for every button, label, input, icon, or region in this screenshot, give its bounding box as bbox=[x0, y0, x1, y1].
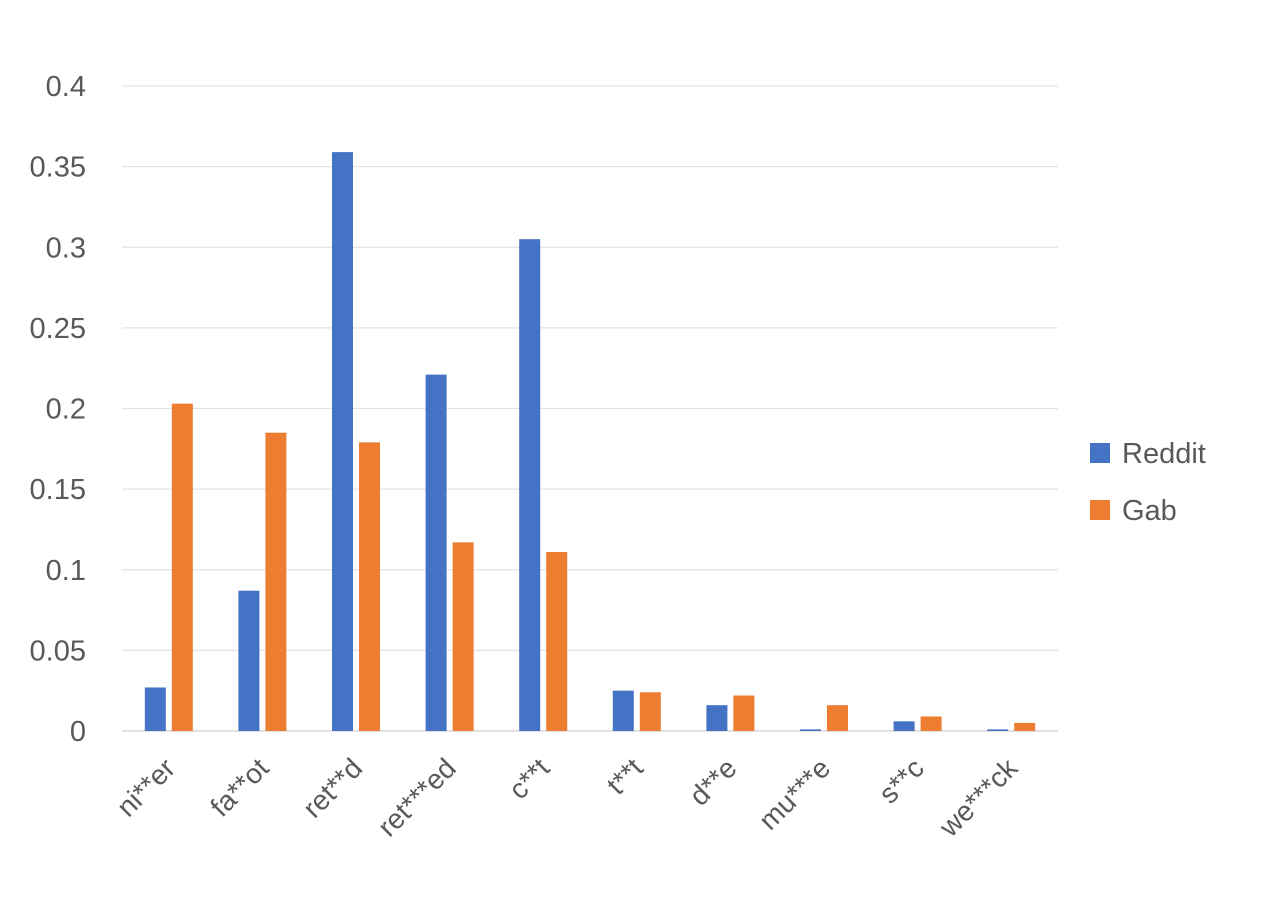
y-tick-label: 0.05 bbox=[30, 635, 86, 667]
y-tick-label: 0.3 bbox=[46, 232, 86, 264]
x-tick-label: s**c bbox=[873, 752, 930, 809]
bar-gab bbox=[733, 695, 755, 731]
bar-reddit bbox=[519, 239, 541, 731]
legend-swatch-gab bbox=[1090, 500, 1110, 520]
y-tick-label: 0.15 bbox=[30, 474, 86, 506]
bar-gab bbox=[827, 705, 848, 731]
bars bbox=[144, 152, 1036, 732]
y-tick-label: 0 bbox=[70, 716, 86, 748]
x-tick-label: ni**er bbox=[111, 752, 181, 822]
legend-label: Reddit bbox=[1122, 438, 1206, 470]
bar-reddit bbox=[238, 590, 260, 731]
x-tick-label: d**e bbox=[683, 752, 742, 811]
bar-reddit bbox=[893, 721, 915, 731]
x-tick-label: c**t bbox=[503, 752, 556, 805]
x-tick-label: mu***e bbox=[753, 752, 837, 836]
gridlines bbox=[122, 85, 1058, 732]
legend: Reddit Gab bbox=[1090, 438, 1206, 527]
bar-gab bbox=[359, 442, 380, 731]
bar-gab bbox=[546, 552, 568, 731]
bar-reddit bbox=[987, 729, 1009, 731]
bar-reddit bbox=[332, 152, 353, 732]
y-tick-label: 0.4 bbox=[46, 71, 86, 103]
bar-reddit bbox=[800, 729, 821, 731]
bar-gab bbox=[1014, 722, 1036, 731]
bar-reddit bbox=[612, 690, 634, 731]
bar-reddit bbox=[706, 705, 728, 731]
bar-gab bbox=[452, 542, 474, 731]
x-axis-ticks: ni**er fa**ot ret**d ret***ed c**t t**t d**e mu… bbox=[111, 752, 1024, 844]
bar-reddit bbox=[144, 687, 166, 731]
bar-gab bbox=[920, 716, 942, 731]
x-tick-label: fa**ot bbox=[204, 752, 275, 823]
bar-gab bbox=[171, 403, 193, 731]
legend-swatch-reddit bbox=[1090, 443, 1110, 463]
y-tick-label: 0.25 bbox=[30, 313, 86, 345]
y-tick-label: 0.1 bbox=[46, 555, 86, 587]
y-axis-ticks: 0 0.05 0.1 0.15 0.2 0.25 0.3 0.35 0.4 bbox=[30, 71, 86, 748]
x-tick-label: ret**d bbox=[297, 752, 368, 823]
x-tick-label: ret***ed bbox=[372, 752, 462, 842]
y-tick-label: 0.35 bbox=[30, 152, 86, 184]
bar-gab bbox=[265, 432, 287, 731]
legend-label: Gab bbox=[1122, 495, 1177, 527]
x-tick-label: we***ck bbox=[933, 752, 1025, 844]
y-tick-label: 0.2 bbox=[46, 394, 86, 426]
x-tick-label: t**t bbox=[601, 752, 649, 800]
bar-reddit bbox=[425, 374, 447, 731]
bar-gab bbox=[639, 692, 661, 731]
